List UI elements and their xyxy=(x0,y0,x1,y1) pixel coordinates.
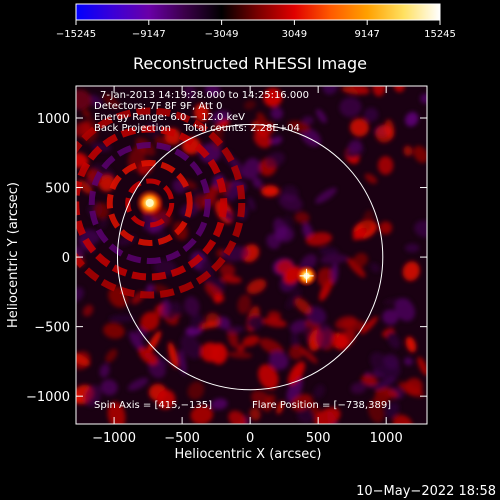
y-tick-label: 500 xyxy=(45,182,70,197)
colorbar-tick-label: −15245 xyxy=(56,29,96,40)
sources xyxy=(135,188,318,287)
y-tick-label: 1000 xyxy=(37,112,70,127)
source-ring xyxy=(76,125,228,281)
y-axis-label: Heliocentric Y (arcsec) xyxy=(6,182,21,328)
source-peak xyxy=(145,198,154,207)
y-tick-label: 0 xyxy=(62,251,70,266)
x-tick-label: −500 xyxy=(164,431,200,446)
y-tick-label: −1000 xyxy=(26,390,70,405)
colorbar-tick-label: −9147 xyxy=(132,29,166,40)
x-tick-label: 0 xyxy=(246,431,254,446)
source-ring xyxy=(88,141,211,264)
axis-ticks: −1000 −500 0 500 1000 −1000 −500 0 500 1000 xyxy=(26,86,427,446)
source-ring xyxy=(76,107,246,299)
flare-position-label: Flare Position = [−738,389] xyxy=(252,400,391,411)
colorbar xyxy=(75,3,441,21)
source-ring xyxy=(106,159,193,246)
colorbar-tick-label: −3049 xyxy=(205,29,239,40)
colorbar-tick-label: 15245 xyxy=(424,29,456,40)
source-rings xyxy=(76,107,246,299)
source-ring xyxy=(125,178,175,228)
x-tick-label: 500 xyxy=(306,431,331,446)
info-line-3: Energy Range: 6.0 − 12.0 keV xyxy=(94,112,245,123)
y-tick-label: −500 xyxy=(34,321,70,336)
info-line-1: 7-Jan-2013 14:19:28.000 to 14:25:16.000 xyxy=(100,90,309,101)
chart-title: Reconstructed RHESSI Image xyxy=(133,54,367,73)
colorbar-ticks: −15245 −9147 −3049 3049 9147 15245 xyxy=(56,20,456,40)
timestamp: 10−May−2022 18:58 xyxy=(356,484,496,499)
plot-frame xyxy=(75,85,428,425)
colorbar-tick-label: 9147 xyxy=(354,29,379,40)
x-tick-label: −1000 xyxy=(92,431,136,446)
spin-axis-label: Spin Axis = [415,−135] xyxy=(94,400,212,411)
x-axis-label: Heliocentric X (arcsec) xyxy=(175,447,322,462)
x-tick-label: 1000 xyxy=(370,431,403,446)
solar-limb xyxy=(116,123,384,391)
info-line-4: Back Projection Total counts: 2.28E+04 xyxy=(94,123,300,134)
info-line-2: Detectors: 7F 8F 9F, Att 0 xyxy=(94,101,222,112)
colorbar-tick-label: 3049 xyxy=(282,29,307,40)
